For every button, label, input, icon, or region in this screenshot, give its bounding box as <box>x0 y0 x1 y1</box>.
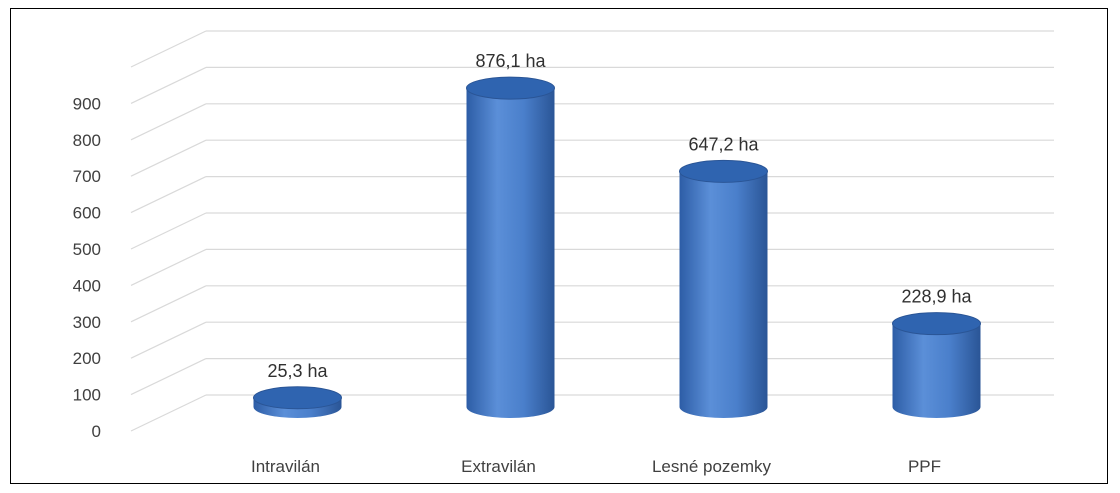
bar-body <box>892 323 981 419</box>
gridline-diagonal <box>130 394 207 432</box>
gridline-diagonal <box>130 248 207 286</box>
bar-top <box>466 76 555 100</box>
y-tick-label: 400 <box>73 276 101 295</box>
chart-frame: 0 100 200 300 400 500 600 700 800 900 25,3 ha 876,… <box>10 8 1108 484</box>
gridline-diagonal <box>130 30 207 68</box>
x-category-label: Intravilán <box>251 457 320 476</box>
data-label: 876,1 ha <box>475 51 546 71</box>
x-axis-categories: Intravilán Extravilán Lesné pozemky PPF <box>251 457 941 476</box>
bar <box>466 76 555 419</box>
y-tick-label: 100 <box>73 386 101 405</box>
data-labels: 25,3 ha 876,1 ha 647,2 ha 228,9 ha <box>267 51 972 381</box>
bar-top <box>679 159 768 183</box>
gridline-diagonal <box>130 285 207 323</box>
gridlines <box>130 30 1054 432</box>
bar-body <box>466 88 555 419</box>
bar <box>253 386 342 419</box>
bar-top <box>253 386 342 410</box>
y-tick-label: 700 <box>73 167 101 186</box>
data-label: 25,3 ha <box>267 361 328 381</box>
data-label: 228,9 ha <box>901 287 972 307</box>
y-tick-label: 600 <box>73 204 101 223</box>
bars <box>253 76 981 419</box>
y-tick-label: 0 <box>92 422 101 441</box>
data-label: 647,2 ha <box>688 134 759 154</box>
y-tick-label: 800 <box>73 131 101 150</box>
gridline-diagonal <box>130 212 207 250</box>
gridline-diagonal <box>130 176 207 214</box>
bar-top <box>892 312 981 336</box>
y-tick-label: 500 <box>73 240 101 259</box>
x-category-label: PPF <box>908 457 941 476</box>
bar-body <box>679 171 768 419</box>
x-category-label: Extravilán <box>461 457 536 476</box>
gridline-diagonal <box>130 358 207 396</box>
y-tick-label: 900 <box>73 94 101 113</box>
gridline-diagonal <box>130 103 207 141</box>
y-tick-label: 200 <box>73 349 101 368</box>
gridline-diagonal <box>130 321 207 359</box>
bar <box>679 159 768 419</box>
y-axis-ticks: 0 100 200 300 400 500 600 700 800 900 <box>73 94 101 441</box>
bar <box>892 312 981 419</box>
gridline-diagonal <box>130 66 207 104</box>
y-tick-label: 300 <box>73 313 101 332</box>
x-category-label: Lesné pozemky <box>652 457 772 476</box>
bar-chart: 0 100 200 300 400 500 600 700 800 900 25,3 ha 876,… <box>73 30 1054 476</box>
gridline-diagonal <box>130 139 207 177</box>
